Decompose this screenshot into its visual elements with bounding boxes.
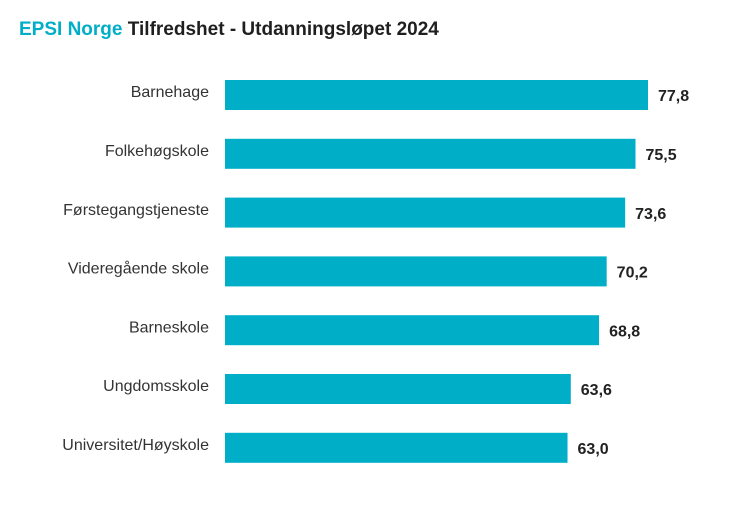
category-label: Videregående skole: [68, 260, 209, 278]
category-label: Ungdomsskole: [103, 378, 209, 395]
category-label: Førstegangstjeneste: [63, 202, 209, 219]
chart-title: EPSI Norge Tilfredshet - Utdanningsløpet…: [19, 19, 439, 41]
value-label: 77,8: [658, 88, 689, 105]
bar: [225, 256, 607, 287]
bar: [225, 138, 636, 169]
value-label: 70,2: [617, 265, 648, 282]
bar: [225, 315, 600, 346]
bar: [225, 374, 571, 404]
value-label: 75,5: [645, 147, 676, 164]
bars-group: Barnehage 77,8 Folkehøgskole 75,5 Førstegang…: [62, 80, 689, 463]
bar: [225, 80, 648, 110]
value-label: 68,8: [609, 323, 640, 340]
category-label: Folkehøgskole: [105, 143, 209, 160]
brand-name: EPSI Norge: [19, 19, 123, 40]
bar: [225, 197, 626, 228]
value-label: 63,0: [578, 441, 609, 458]
bar: [225, 432, 568, 463]
value-label: 73,6: [635, 206, 666, 223]
value-label: 63,6: [581, 382, 612, 399]
category-label: Barneskole: [129, 319, 209, 336]
category-label: Barnehage: [131, 84, 209, 101]
chart-title-text: Tilfredshet - Utdanningsløpet 2024: [127, 19, 439, 40]
category-label: Universitet/Høyskole: [62, 437, 209, 454]
